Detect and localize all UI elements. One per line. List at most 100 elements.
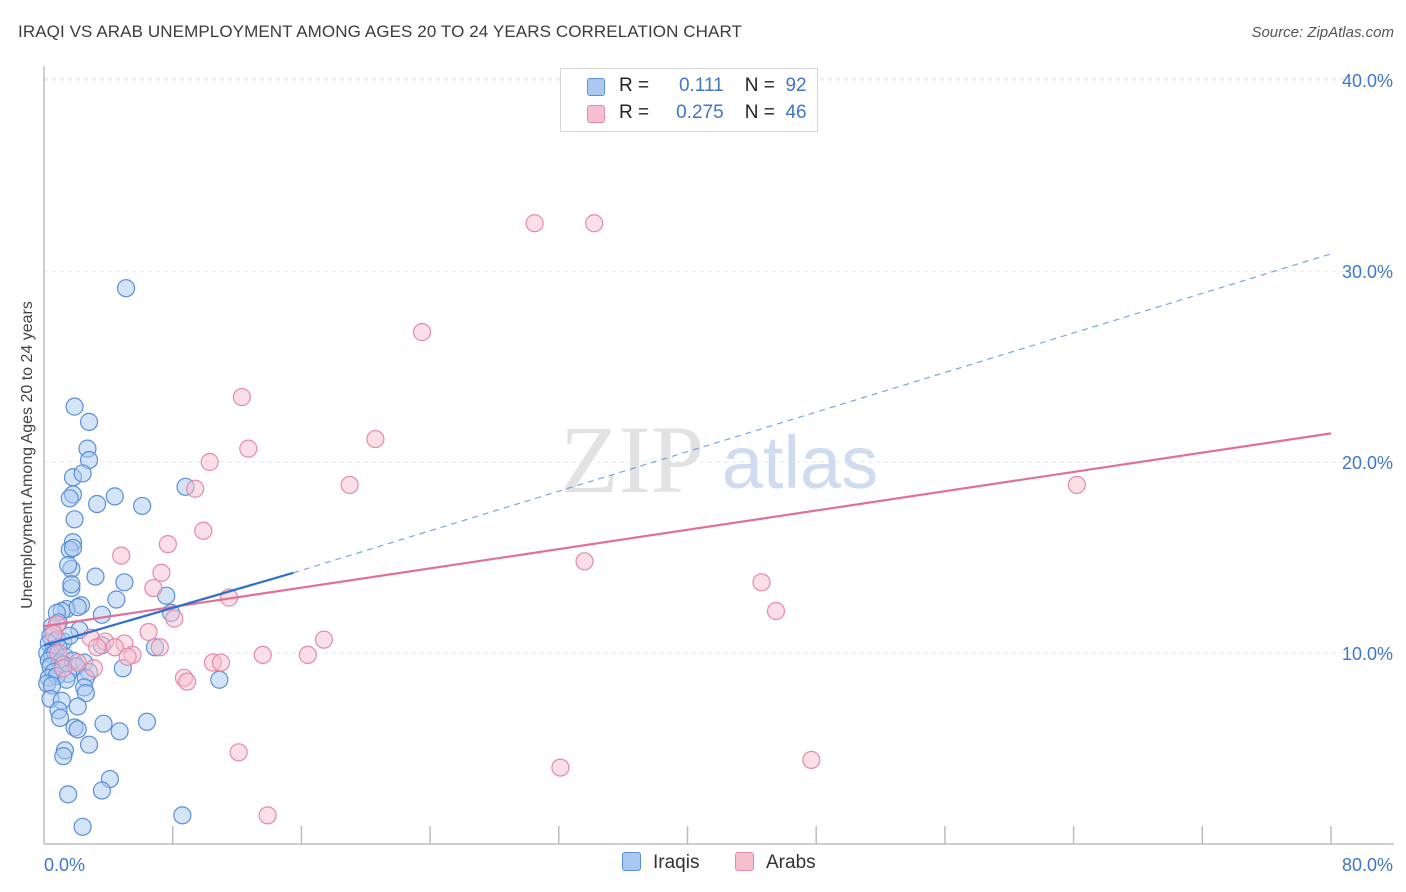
- arab-point: [551, 758, 570, 777]
- y-tick-label: 30.0%: [1342, 262, 1393, 282]
- watermark-zip: ZIP: [560, 406, 704, 513]
- arab-point: [232, 387, 251, 407]
- iraqi-point: [107, 590, 126, 609]
- legend-n-label: N =: [744, 75, 775, 96]
- iraqi-point: [110, 722, 129, 741]
- iraqi-point: [133, 496, 152, 516]
- arab-point: [150, 638, 169, 657]
- x-tick-label: 0.0%: [44, 855, 85, 875]
- bottom-legend-label: Iraqis: [653, 852, 700, 873]
- iraqi-point: [62, 575, 81, 594]
- arab-point: [211, 653, 231, 672]
- arab-point: [178, 672, 197, 691]
- iraqi-point: [116, 279, 136, 298]
- correlation-legend: R = 0.111 N = 92 R = 0.275 N = 46: [560, 68, 818, 132]
- source-label: Source: ZipAtlas.com: [1251, 24, 1394, 41]
- iraqi-trend-dashed: [293, 253, 1332, 574]
- legend-n-value: 92: [785, 75, 807, 96]
- iraqi-point: [105, 487, 124, 506]
- arab-point: [118, 647, 137, 666]
- legend-n-value: 46: [785, 102, 807, 123]
- iraqi-point: [59, 785, 78, 804]
- grid-lines: [44, 77, 1394, 654]
- arab-swatch-icon: [587, 105, 605, 123]
- iraqi-trend-line: [43, 571, 294, 647]
- arab-point: [186, 479, 205, 498]
- arab-point: [802, 750, 821, 770]
- arab-point: [158, 535, 177, 554]
- iraqi-point: [73, 464, 92, 483]
- x-tick-label: 80.0%: [1342, 855, 1393, 875]
- arab-point: [258, 806, 277, 825]
- arab-point: [54, 659, 73, 678]
- iraqi-point: [173, 806, 192, 825]
- iraqi-points: [38, 279, 229, 836]
- arab-point: [165, 609, 184, 628]
- arab-point: [200, 452, 219, 472]
- arab-trend-line: [43, 432, 1332, 628]
- iraqi-point: [79, 735, 99, 754]
- iraqi-point: [50, 708, 70, 728]
- iraqi-point: [68, 697, 87, 716]
- trend-lines: [43, 253, 1332, 647]
- arab-point: [144, 578, 163, 598]
- iraqi-point: [59, 556, 78, 575]
- watermark: ZIP atlas: [560, 406, 878, 513]
- iraqi-point: [87, 494, 107, 514]
- legend-r-label: R =: [619, 75, 650, 96]
- arab-point: [412, 323, 432, 342]
- arab-points: [44, 214, 1086, 825]
- arab-point: [49, 643, 68, 663]
- arab-point: [112, 546, 131, 565]
- iraqi-point: [92, 605, 112, 624]
- axes: [43, 66, 1394, 845]
- tick-labels: 10.0% 20.0% 30.0% 40.0% 0.0% 80.0%: [44, 71, 1393, 875]
- arab-point: [752, 573, 771, 592]
- iraqi-legend-icon: [622, 852, 641, 871]
- arab-point: [194, 521, 213, 540]
- arab-point: [84, 659, 103, 678]
- y-tick-label: 20.0%: [1342, 453, 1393, 473]
- arab-point: [298, 645, 317, 665]
- arab-legend-icon: [735, 852, 754, 871]
- iraqi-point: [73, 817, 92, 836]
- iraqi-point: [210, 670, 229, 689]
- iraqi-point: [68, 598, 87, 617]
- chart-title: IRAQI VS ARAB UNEMPLOYMENT AMONG AGES 20…: [18, 22, 743, 41]
- arab-point: [152, 563, 171, 582]
- bottom-legend-label: Arabs: [766, 852, 816, 873]
- iraqi-point: [94, 714, 113, 733]
- iraqi-point: [65, 510, 84, 529]
- legend-r-value: 0.111: [678, 75, 724, 96]
- iraqi-swatch-icon: [587, 78, 605, 96]
- arab-point: [585, 214, 604, 233]
- arab-point: [239, 439, 258, 458]
- bottom-legend-iraqis: Iraqis: [622, 852, 699, 874]
- iraqi-point: [115, 573, 134, 592]
- arab-point: [1067, 475, 1086, 495]
- iraqi-point: [92, 781, 112, 800]
- arab-point: [366, 429, 385, 449]
- iraqi-point: [63, 538, 83, 558]
- iraqi-point: [54, 747, 73, 766]
- arab-point: [575, 552, 594, 571]
- arab-point: [139, 622, 158, 642]
- iraqi-point: [76, 684, 95, 703]
- arab-point: [766, 601, 786, 621]
- bottom-legend-arabs: Arabs: [735, 852, 816, 874]
- iraqi-point: [68, 720, 87, 739]
- iraqi-point: [86, 567, 105, 586]
- arab-point: [525, 214, 544, 233]
- arab-point: [314, 630, 334, 649]
- iraqi-point: [137, 712, 157, 731]
- iraqi-point: [79, 412, 99, 431]
- legend-n-label: N =: [744, 102, 775, 123]
- iraqi-point: [65, 397, 84, 416]
- arab-point: [253, 645, 272, 665]
- legend-r-label: R =: [619, 102, 650, 123]
- y-tick-label: 40.0%: [1342, 71, 1393, 91]
- legend-r-value: 0.275: [676, 102, 724, 123]
- arab-point: [87, 638, 107, 657]
- arab-point: [340, 475, 359, 495]
- arab-point: [229, 743, 248, 762]
